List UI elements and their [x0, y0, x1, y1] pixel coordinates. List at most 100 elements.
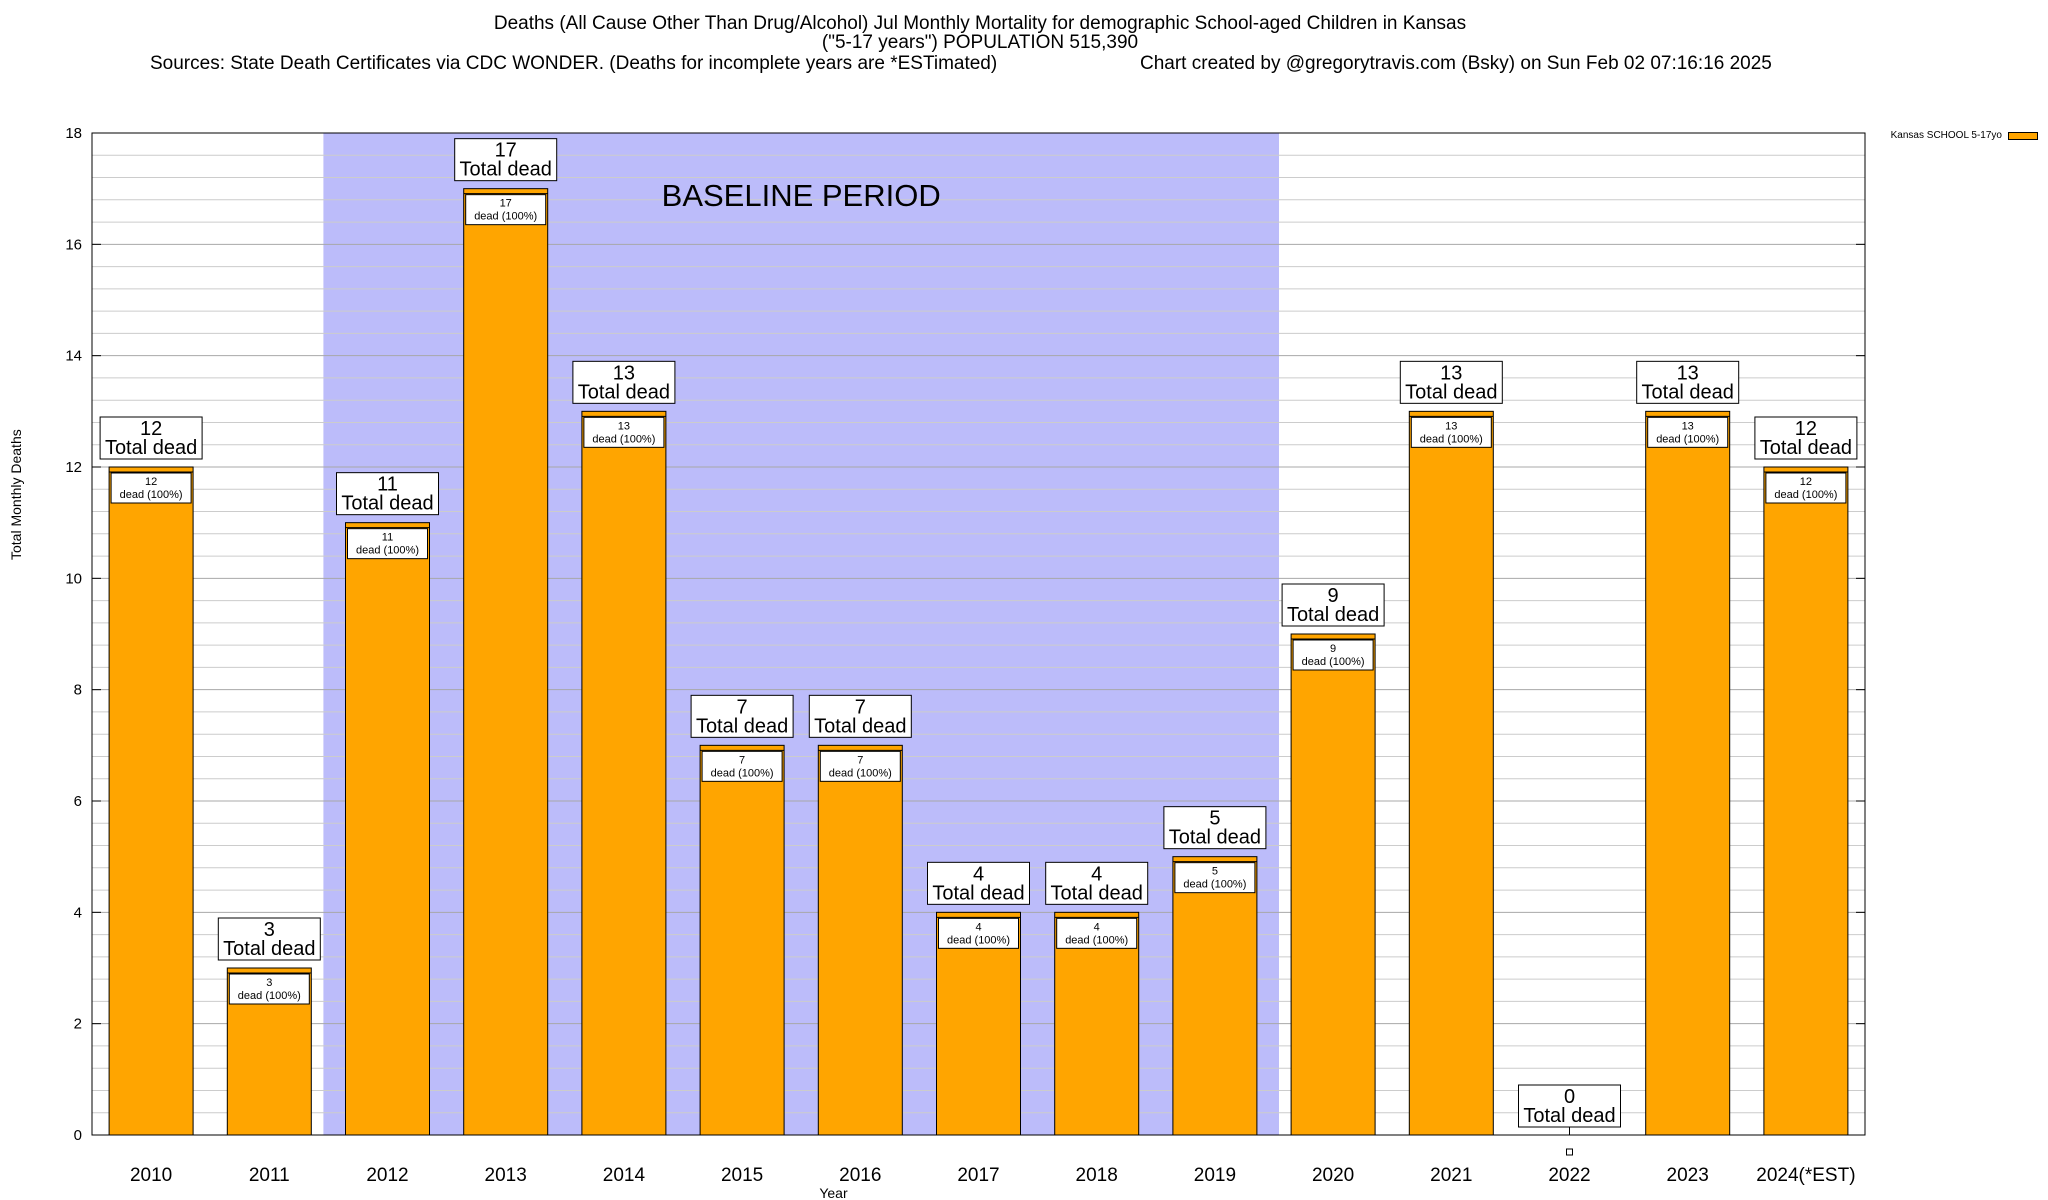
inner-label-text: dead (100%) [829, 767, 892, 779]
inner-label-value: 7 [739, 754, 745, 766]
total-label-text: Total dead [1760, 437, 1852, 459]
bar [1408, 410, 1494, 1136]
inner-label-box [1410, 416, 1492, 448]
inner-label-box [110, 472, 192, 504]
total-label-text: Total dead [696, 715, 788, 737]
total-label-text: Total dead [460, 159, 552, 181]
total-label-text: Total dead [1169, 827, 1261, 849]
inner-label-value: 13 [618, 420, 630, 432]
total-label-text: Total dead [932, 882, 1024, 904]
total-label-text: Total dead [105, 437, 197, 459]
total-label-box [99, 416, 203, 460]
baseline-period-label: BASELINE PERIOD [662, 178, 941, 213]
total-label-value: 4 [1091, 863, 1102, 885]
bar [1290, 633, 1376, 1136]
total-label-box [1636, 360, 1740, 404]
total-label-box [454, 138, 558, 182]
total-label-text: Total dead [1287, 604, 1379, 626]
y-tick-label: 14 [65, 348, 82, 365]
total-label-text: Total dead [223, 938, 315, 960]
bar [463, 188, 549, 1136]
inner-label-text: dead (100%) [474, 211, 537, 223]
inner-label-value: 4 [1094, 921, 1100, 933]
x-tick-label: 2023 [1667, 1165, 1709, 1186]
total-label-value: 4 [973, 863, 984, 885]
inner-label-value: 11 [382, 532, 393, 544]
total-label-box [1518, 1084, 1621, 1128]
total-label-box [1399, 360, 1503, 404]
chart-title: Deaths (All Cause Other Than Drug/Alcoho… [0, 14, 1960, 52]
y-tick-label: 8 [74, 682, 82, 699]
zero-marker [1566, 1148, 1573, 1156]
total-label-box [1754, 416, 1858, 460]
y-tick-label: 0 [74, 1127, 82, 1144]
inner-label-value: 13 [1445, 420, 1457, 432]
bar [699, 744, 785, 1136]
total-label-text: Total dead [814, 715, 906, 737]
inner-label-box [583, 416, 665, 448]
total-label-text: Total dead [1642, 381, 1734, 403]
x-tick-label: 2011 [249, 1165, 290, 1186]
title-line-2: ("5-17 years") POPULATION 515,390 [821, 32, 1139, 53]
total-label-box [336, 472, 439, 516]
x-tick-label: 2024(*EST) [1756, 1165, 1855, 1186]
inner-label-text: dead (100%) [1183, 879, 1246, 891]
x-tick-label: 2016 [839, 1165, 881, 1186]
bar [1763, 466, 1849, 1136]
bar [581, 410, 667, 1136]
total-label-box [217, 917, 321, 961]
legend: Kansas SCHOOL 5-17yo [1891, 130, 2038, 141]
inner-label-box [347, 528, 428, 560]
total-label-value: 13 [1677, 362, 1699, 384]
total-label-value: 17 [495, 140, 517, 162]
inner-label-value: 12 [145, 476, 157, 488]
total-label-value: 11 [377, 474, 398, 496]
inner-label-text: dead (100%) [1420, 433, 1483, 445]
inner-label-box [1765, 472, 1847, 504]
inner-label-text: dead (100%) [120, 489, 183, 501]
inner-label-box [228, 973, 310, 1005]
x-tick-label: 2014 [603, 1165, 646, 1186]
total-label-value: 7 [737, 696, 748, 718]
inner-label-value: 13 [1682, 420, 1694, 432]
bar [108, 466, 194, 1136]
inner-label-value: 7 [857, 754, 863, 766]
inner-label-value: 17 [500, 198, 512, 210]
total-label-value: 5 [1209, 808, 1220, 830]
inner-label-text: dead (100%) [238, 990, 301, 1002]
total-label-text: Total dead [1051, 882, 1143, 904]
total-label-value: 13 [1440, 362, 1462, 384]
total-label-text: Total dead [1523, 1105, 1615, 1127]
x-tick-label: 2017 [957, 1165, 999, 1186]
legend-label: Kansas SCHOOL 5-17yo [1890, 130, 2002, 141]
x-axis-label: Year [819, 1185, 848, 1200]
x-tick-label: 2013 [485, 1165, 527, 1186]
total-label-value: 9 [1328, 585, 1339, 607]
sources-note: Sources: State Death Certificates via CD… [150, 53, 998, 74]
total-label-text: Total dead [341, 493, 433, 515]
inner-label-text: dead (100%) [1774, 489, 1837, 501]
total-label-value: 3 [264, 919, 275, 941]
inner-label-text: dead (100%) [947, 934, 1010, 946]
inner-label-box [1056, 917, 1138, 949]
inner-label-value: 12 [1800, 476, 1812, 488]
total-label-value: 13 [613, 362, 635, 384]
x-tick-label: 2010 [130, 1165, 172, 1186]
x-tick-label: 2012 [366, 1165, 408, 1186]
inner-label-value: 3 [266, 977, 272, 989]
legend-swatch [2008, 131, 2038, 140]
inner-label-text: dead (100%) [1656, 433, 1719, 445]
y-tick-label: 16 [65, 236, 82, 253]
total-label-box [1045, 861, 1149, 905]
bar [1054, 911, 1140, 1136]
inner-label-box [465, 194, 547, 226]
inner-label-text: dead (100%) [1065, 934, 1128, 946]
total-label-box [808, 694, 912, 738]
total-label-value: 0 [1564, 1086, 1575, 1108]
total-label-box [927, 861, 1030, 905]
bar [345, 522, 430, 1136]
inner-label-text: dead (100%) [1302, 656, 1365, 668]
y-tick-label: 2 [74, 1016, 82, 1033]
title-line-1: Deaths (All Cause Other Than Drug/Alcoho… [493, 13, 1467, 34]
